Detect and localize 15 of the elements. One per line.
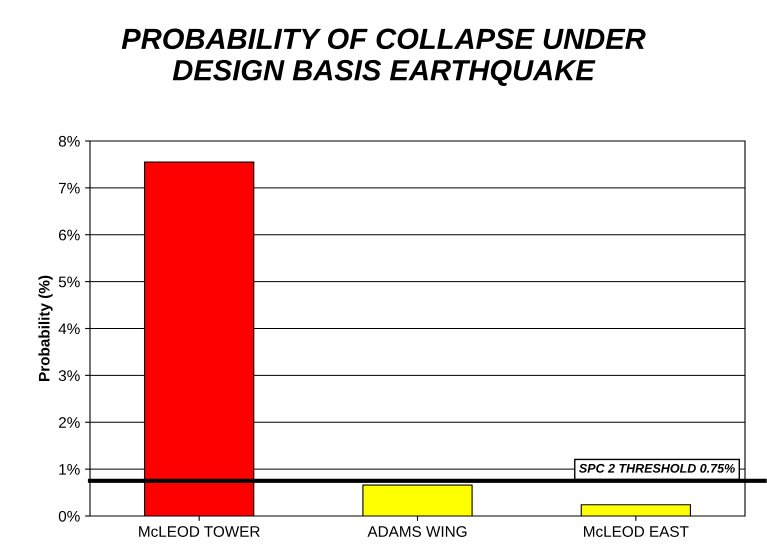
- y-tick-label: 2%: [58, 417, 80, 428]
- y-axis-title: Probability (%): [38, 276, 53, 381]
- y-tick-label: 7%: [58, 182, 80, 194]
- y-tick-label: 5%: [58, 276, 80, 288]
- ref-line-label: SPC 2 THRESHOLD 0.75%: [579, 464, 735, 473]
- y-tick-label: 1%: [59, 464, 80, 475]
- y-tick-label: 3%: [58, 370, 80, 382]
- x-tick-label: ADAMS WING: [367, 526, 466, 537]
- y-tick-label: 8%: [58, 136, 80, 147]
- y-tick-label: 0%: [58, 510, 80, 522]
- y-tick-label: 4%: [58, 323, 80, 334]
- x-tick-label: McLEOD EAST: [584, 526, 689, 537]
- y-tick-label: 6%: [58, 230, 80, 240]
- x-tick-label: McLEOD TOWER: [139, 526, 260, 537]
- chart-title: PROBABILITY OF COLLAPSE UNDER DESIGN BASIS EARTHQUAKE: [122, 28, 646, 86]
